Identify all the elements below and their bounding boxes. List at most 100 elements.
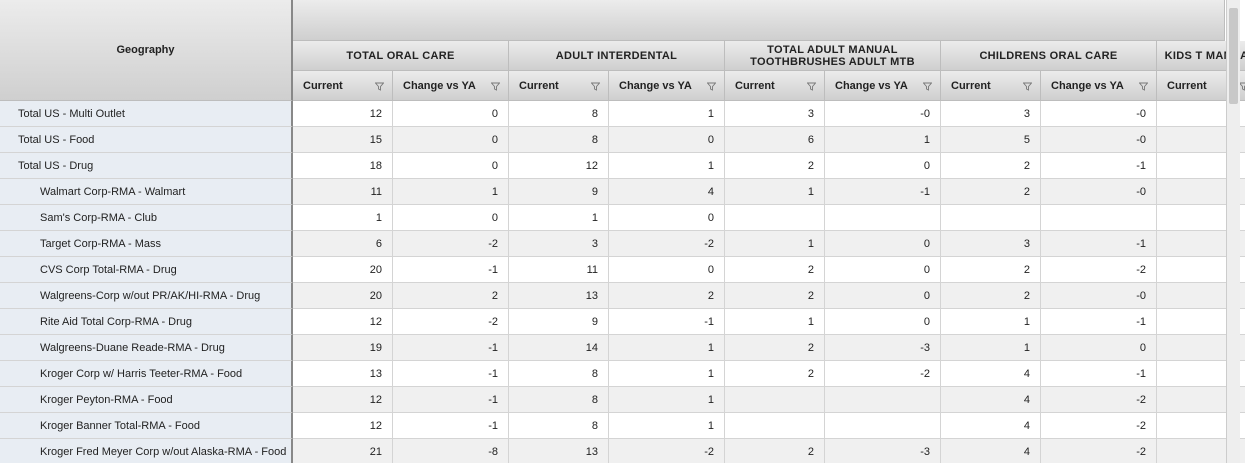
column-header[interactable]: Current [941, 71, 1041, 101]
row-label: Kroger Corp w/ Harris Teeter-RMA - Food [0, 361, 293, 387]
table-cell: 14 [509, 335, 609, 361]
filter-icon[interactable] [591, 82, 600, 91]
table-cell: 1 [725, 179, 825, 205]
filter-icon[interactable] [491, 82, 500, 91]
table-cell: 1 [825, 127, 941, 153]
table-cell: 0 [609, 127, 725, 153]
group-header: TOTAL ADULT MANUAL TOOTHBRUSHES ADULT MT… [725, 41, 941, 71]
table-cell: -2 [1041, 257, 1157, 283]
table-cell: 12 [509, 153, 609, 179]
filter-icon[interactable] [707, 82, 716, 91]
table-cell: 13 [293, 361, 393, 387]
table-cell: 0 [1041, 335, 1157, 361]
column-header[interactable]: Change vs YA [609, 71, 725, 101]
filter-icon[interactable] [1139, 82, 1148, 91]
row-label: Total US - Multi Outlet [0, 101, 293, 127]
table-cell: 2 [725, 153, 825, 179]
filter-icon[interactable] [1023, 82, 1032, 91]
table-cell: 8 [509, 361, 609, 387]
table-cell: 0 [393, 205, 509, 231]
column-header[interactable]: Current [725, 71, 825, 101]
table-cell: -1 [393, 361, 509, 387]
table-cell: 0 [393, 153, 509, 179]
column-header[interactable]: Current [293, 71, 393, 101]
table-cell: 12 [293, 387, 393, 413]
table-cell: 12 [293, 101, 393, 127]
table-cell: 0 [825, 309, 941, 335]
scroll-thumb[interactable] [1229, 8, 1238, 104]
table-cell: 0 [609, 205, 725, 231]
table-cell: 20 [293, 283, 393, 309]
table-cell: 18 [293, 153, 393, 179]
table-cell: 1 [941, 335, 1041, 361]
row-label: Kroger Banner Total-RMA - Food [0, 413, 293, 439]
table-cell: 1 [941, 309, 1041, 335]
column-header[interactable]: Change vs YA [393, 71, 509, 101]
table-cell: -2 [1041, 387, 1157, 413]
table-cell: 0 [825, 231, 941, 257]
table-cell: 12 [293, 309, 393, 335]
row-label: Walmart Corp-RMA - Walmart [0, 179, 293, 205]
table-cell: 15 [293, 127, 393, 153]
table-cell: 13 [509, 439, 609, 463]
scrollbar[interactable] [1226, 0, 1240, 463]
table-cell [825, 387, 941, 413]
row-label: Total US - Drug [0, 153, 293, 179]
table-cell: 12 [293, 413, 393, 439]
table-cell: 2 [609, 283, 725, 309]
table-cell: -2 [1041, 413, 1157, 439]
table-cell: 11 [293, 179, 393, 205]
table-cell: 4 [941, 387, 1041, 413]
table-cell: -2 [825, 361, 941, 387]
table-cell: 1 [609, 101, 725, 127]
group-header: ADULT INTERDENTAL [509, 41, 725, 71]
row-label: Rite Aid Total Corp-RMA - Drug [0, 309, 293, 335]
table-cell: 2 [725, 439, 825, 463]
table-cell [1157, 309, 1245, 335]
table-cell: -1 [825, 179, 941, 205]
table-cell: 3 [725, 101, 825, 127]
table-cell: 1 [609, 361, 725, 387]
table-cell: 8 [509, 127, 609, 153]
table-cell [825, 413, 941, 439]
table-cell: -1 [1041, 361, 1157, 387]
table-cell: 8 [509, 101, 609, 127]
table-cell: 1 [609, 335, 725, 361]
table-cell: 9 [509, 309, 609, 335]
table-cell: -1 [1041, 309, 1157, 335]
table-cell: 8 [509, 413, 609, 439]
column-header[interactable]: Current [509, 71, 609, 101]
table-cell: 2 [941, 153, 1041, 179]
table-cell: -0 [1041, 283, 1157, 309]
column-header[interactable]: Change vs YA [1041, 71, 1157, 101]
geography-header[interactable]: Geography [0, 0, 293, 101]
table-cell: -1 [393, 413, 509, 439]
table-cell: -1 [393, 335, 509, 361]
table-cell: 1 [609, 387, 725, 413]
table-cell [725, 387, 825, 413]
filter-icon[interactable] [375, 82, 384, 91]
table-cell: 2 [941, 179, 1041, 205]
filter-icon[interactable] [807, 82, 816, 91]
table-cell: 3 [509, 231, 609, 257]
column-header[interactable]: Change vs YA [825, 71, 941, 101]
table-cell: 0 [609, 257, 725, 283]
table-cell: 3 [941, 231, 1041, 257]
table-cell: -0 [825, 101, 941, 127]
table-cell: -1 [1041, 231, 1157, 257]
table-cell [1157, 361, 1245, 387]
table-cell: 0 [825, 283, 941, 309]
table-cell: -0 [1041, 101, 1157, 127]
row-label: Kroger Fred Meyer Corp w/out Alaska-RMA … [0, 439, 293, 463]
group-header: TOTAL ORAL CARE [293, 41, 509, 71]
table-cell [1157, 153, 1245, 179]
table-cell: 4 [609, 179, 725, 205]
filter-icon[interactable] [923, 82, 932, 91]
table-cell: 0 [825, 257, 941, 283]
table-cell: -2 [1041, 439, 1157, 463]
header-band [293, 0, 1225, 41]
table-cell: 4 [941, 361, 1041, 387]
table-cell: -0 [1041, 179, 1157, 205]
row-label: Walgreens-Duane Reade-RMA - Drug [0, 335, 293, 361]
